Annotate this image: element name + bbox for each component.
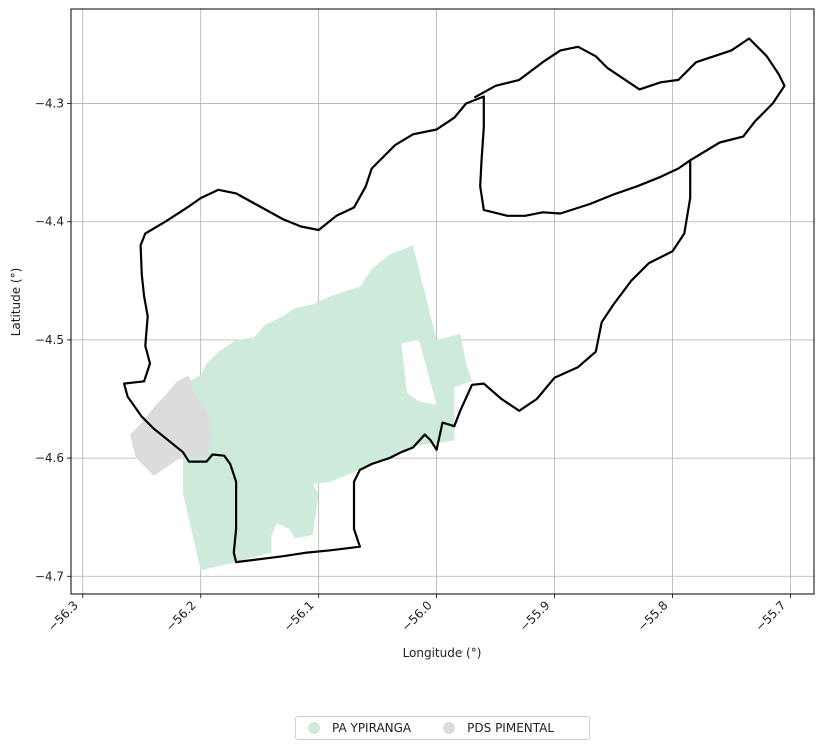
y-axis-label: Latitude (°) — [9, 268, 23, 337]
x-tick-label: −55.8 — [635, 598, 671, 634]
y-tick-label: −4.5 — [35, 333, 64, 347]
boundary-outline-east — [473, 37, 786, 162]
x-tick-label: −56.2 — [163, 598, 199, 634]
x-tick-label: −55.7 — [753, 598, 789, 634]
x-tick-label: −55.9 — [517, 598, 553, 634]
region-pds-pimental — [130, 375, 213, 476]
y-tick-label: −4.6 — [35, 451, 64, 465]
legend-swatch-pa-ypiranga — [308, 722, 320, 734]
legend: PA YPIRANGA PDS PIMENTAL — [295, 716, 590, 740]
plot-background — [71, 9, 814, 594]
x-tick-label: −56.3 — [45, 598, 81, 634]
boundary-outline — [123, 95, 692, 564]
legend-label-pa-ypiranga: PA YPIRANGA — [332, 721, 412, 735]
plot-frame — [70, 8, 815, 595]
x-tick-label: −56.0 — [399, 598, 435, 634]
regions-layer — [130, 245, 472, 571]
y-tick-label: −4.3 — [35, 97, 64, 111]
x-axis-label: Longitude (°) — [403, 646, 482, 660]
outline-layer — [123, 37, 786, 564]
legend-item-pa-ypiranga: PA YPIRANGA — [308, 721, 411, 735]
y-tick-label: −4.4 — [35, 215, 64, 229]
x-tick-label: −56.1 — [281, 598, 317, 634]
legend-item-pds-pimental: PDS PIMENTAL — [443, 721, 554, 735]
region-pa-ypiranga — [171, 245, 472, 571]
legend-label-pds-pimental: PDS PIMENTAL — [467, 721, 555, 735]
y-tick-label: −4.7 — [35, 569, 64, 583]
legend-swatch-pds-pimental — [443, 722, 456, 734]
